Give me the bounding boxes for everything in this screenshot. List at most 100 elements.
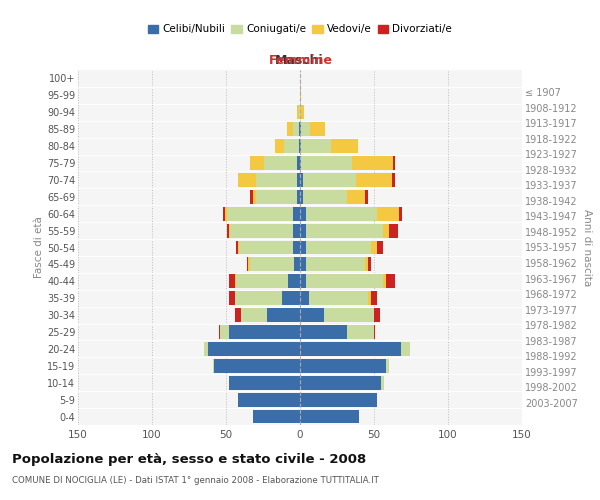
Bar [229, 224, 230, 237]
Bar [218, 325, 220, 339]
Bar [300, 292, 309, 305]
Bar [309, 292, 368, 305]
Bar [227, 224, 229, 237]
Bar [300, 173, 303, 187]
Bar [300, 122, 301, 136]
Y-axis label: Fasce di età: Fasce di età [34, 216, 44, 278]
Bar [300, 258, 306, 272]
Bar [300, 274, 306, 288]
Bar [238, 392, 300, 406]
Bar [301, 139, 331, 153]
Bar [229, 376, 300, 390]
Bar [297, 106, 299, 119]
Bar [284, 139, 299, 153]
Bar [374, 325, 376, 339]
Bar [352, 156, 393, 170]
Bar [386, 359, 389, 373]
Bar [383, 274, 386, 288]
Bar [386, 274, 395, 288]
Bar [235, 274, 236, 288]
Bar [377, 207, 399, 220]
Bar [399, 207, 402, 220]
Bar [300, 392, 377, 406]
Bar [301, 106, 304, 119]
Bar [229, 274, 235, 288]
Bar [275, 139, 284, 153]
Bar [230, 224, 293, 237]
Bar [238, 240, 239, 254]
Bar [300, 410, 359, 424]
Bar [310, 122, 325, 136]
Bar [300, 240, 306, 254]
Bar [241, 308, 268, 322]
Bar [300, 308, 323, 322]
Bar [229, 325, 300, 339]
Bar [356, 173, 392, 187]
Bar [300, 224, 306, 237]
Bar [223, 207, 224, 220]
Bar [235, 292, 282, 305]
Bar [306, 224, 383, 237]
Bar [374, 308, 380, 322]
Bar [224, 207, 227, 220]
Bar [294, 258, 300, 272]
Bar [212, 359, 214, 373]
Bar [236, 274, 288, 288]
Bar [392, 173, 395, 187]
Bar [371, 292, 377, 305]
Bar [297, 173, 300, 187]
Text: COMUNE DI NOCIGLIA (LE) - Dati ISTAT 1° gennaio 2008 - Elaborazione TUTTITALIA.I: COMUNE DI NOCIGLIA (LE) - Dati ISTAT 1° … [12, 476, 379, 485]
Bar [393, 156, 395, 170]
Bar [282, 292, 300, 305]
Bar [250, 156, 265, 170]
Legend: Celibi/Nubili, Coniugati/e, Vedovi/e, Divorziati/e: Celibi/Nubili, Coniugati/e, Vedovi/e, Di… [143, 20, 457, 38]
Bar [297, 156, 300, 170]
Bar [256, 190, 297, 203]
Bar [236, 240, 238, 254]
Bar [250, 190, 253, 203]
Bar [300, 156, 301, 170]
Bar [300, 106, 301, 119]
Bar [389, 224, 398, 237]
Bar [253, 410, 300, 424]
Bar [253, 190, 256, 203]
Bar [300, 325, 347, 339]
Bar [265, 156, 297, 170]
Bar [300, 190, 303, 203]
Bar [323, 308, 374, 322]
Text: Popolazione per età, sesso e stato civile - 2008: Popolazione per età, sesso e stato civil… [12, 452, 366, 466]
Bar [288, 274, 300, 288]
Bar [300, 88, 301, 102]
Bar [300, 376, 382, 390]
Bar [300, 207, 306, 220]
Bar [347, 325, 374, 339]
Bar [331, 139, 358, 153]
Bar [368, 292, 371, 305]
Bar [297, 190, 300, 203]
Bar [365, 258, 368, 272]
Text: Maschi: Maschi [275, 54, 323, 66]
Bar [303, 173, 356, 187]
Bar [300, 139, 301, 153]
Bar [238, 173, 256, 187]
Bar [347, 190, 365, 203]
Bar [299, 122, 300, 136]
Bar [301, 156, 352, 170]
Bar [220, 325, 229, 339]
Bar [247, 258, 248, 272]
Bar [208, 342, 300, 356]
Text: Femmine: Femmine [269, 54, 333, 66]
Bar [401, 342, 410, 356]
Bar [365, 190, 368, 203]
Bar [300, 342, 401, 356]
Bar [383, 224, 389, 237]
Bar [306, 240, 371, 254]
Bar [293, 240, 300, 254]
Bar [371, 240, 377, 254]
Bar [306, 207, 377, 220]
Bar [306, 274, 383, 288]
Bar [268, 308, 300, 322]
Bar [239, 240, 293, 254]
Bar [250, 258, 294, 272]
Bar [377, 240, 383, 254]
